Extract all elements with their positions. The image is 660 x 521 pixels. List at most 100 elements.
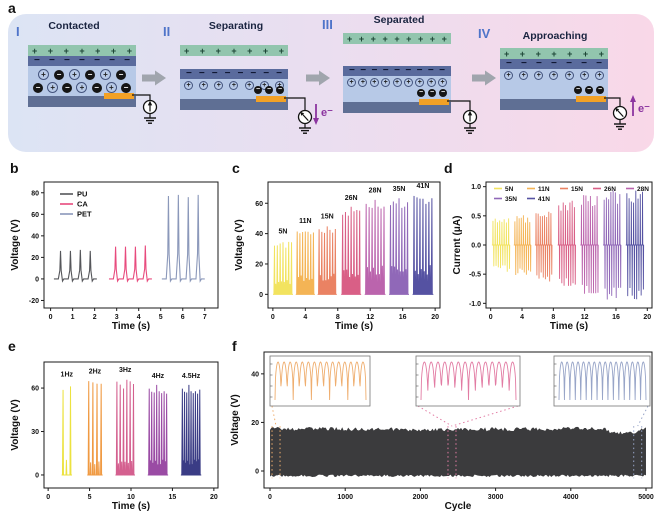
plus-charge: + — [567, 48, 573, 59]
x-tick-label: 5000 — [638, 494, 654, 501]
stage-IV-negative-charges: − − − − − − − — [506, 57, 602, 69]
panel-f: f 0 1000 2000 3000 4000 5000 0 20 40 Cycle Voltage… — [226, 336, 658, 519]
stage-II-negative-charges: − − − − − − − − — [186, 67, 282, 79]
inset-1-waveform — [274, 361, 367, 401]
minus-charge: − — [263, 67, 270, 79]
stage-I-title: Contacted — [48, 20, 100, 32]
panel-c-label: c — [232, 160, 240, 176]
circled-minus-charge: − — [254, 86, 262, 94]
x-tick-label: 12 — [581, 314, 589, 321]
circled-plus-charge: + — [358, 78, 368, 87]
legend-label: 28N — [637, 186, 649, 193]
stage-IV-induced-charges: + + + + + + + — [504, 71, 604, 80]
y-tick-label: 40 — [251, 371, 259, 378]
group-4Hz — [147, 384, 169, 476]
inset-connector — [637, 405, 649, 427]
stage-I-charged-layer — [28, 56, 136, 66]
group-35N — [389, 198, 410, 295]
x-tick-label: 0 — [268, 494, 272, 501]
minus-charge: − — [506, 57, 512, 69]
plus-charge: + — [347, 33, 353, 44]
x-tick-label: 4 — [137, 314, 141, 321]
stage-II-wire — [284, 97, 306, 110]
plot-frame — [263, 351, 653, 489]
x-axis-label: Time (s) — [112, 321, 150, 332]
y-axis-label: Voltage (V) — [10, 399, 21, 450]
circled-plus-charge: + — [519, 71, 529, 80]
stage-II-electrode — [256, 96, 286, 102]
plus-charge: + — [535, 48, 541, 59]
stage-IV-numeral: IV — [478, 26, 491, 41]
plot-frame — [43, 181, 219, 309]
y-tick-label: 0 — [35, 276, 39, 283]
durability-band — [270, 426, 646, 478]
stage-III-charged-layer — [343, 66, 451, 76]
legend-label: 26N — [604, 186, 616, 193]
plus-charge: + — [598, 48, 604, 59]
inset-2-waveform — [420, 361, 517, 401]
circled-minus-charge: − — [62, 82, 73, 93]
plus-charge: + — [247, 45, 253, 56]
stage-IV-title: Approaching — [522, 30, 588, 42]
minus-charge: − — [49, 54, 55, 66]
x-tick-label: 8 — [336, 314, 340, 321]
plus-charge: + — [370, 33, 376, 44]
minus-charge: − — [382, 64, 389, 76]
circled-plus-charge: + — [415, 78, 425, 87]
circled-plus-charge: + — [564, 71, 574, 80]
chart-d: 0 4 8 12 16 20 -1.0 -0.5 0.0 0.5 1.0 Time (s) Curren… — [452, 181, 653, 332]
circled-plus-charge: + — [38, 69, 49, 80]
x-tick-label: 12 — [366, 314, 374, 321]
x-tick-label: 4 — [303, 314, 307, 321]
circled-plus-charge: + — [100, 69, 111, 80]
circled-minus-charge: − — [33, 82, 43, 93]
stage-I-numeral: I — [16, 24, 20, 39]
minus-charge: − — [416, 64, 423, 76]
panel-d: d 0 4 8 12 16 20 -1.0 -0.5 0.0 0.5 1.0 Time (s) Curr… — [440, 158, 658, 338]
stage-II-bottom-electrode — [180, 99, 288, 110]
circled-plus-charge: + — [369, 78, 379, 87]
group-15N — [317, 226, 337, 295]
plus-charge: + — [278, 45, 284, 56]
chart-f: 0 1000 2000 3000 4000 5000 0 20 40 Cycle Voltage (… — [230, 351, 654, 512]
stage-IV-electrode — [576, 96, 606, 102]
circled-plus-charge: + — [184, 81, 193, 90]
stage-IV-positive-charges: + + + + + + + — [504, 48, 604, 59]
stage-III-top-layer — [343, 33, 451, 44]
x-axis-label: Time (s) — [112, 501, 150, 512]
y-tick-label: 80 — [31, 190, 39, 197]
panel-d-label: d — [444, 160, 453, 176]
x-axis-label: Cycle — [445, 501, 472, 512]
plus-charge: + — [429, 33, 436, 44]
panel-a-diagram: e⁻ e⁻ I Contacted + + + + + + + − − − − − − − + − + − + − − + − + − +… — [8, 14, 654, 152]
plus-charge: + — [231, 45, 237, 56]
group-11N — [295, 231, 315, 295]
group-label: 4Hz — [152, 373, 165, 380]
inset-connector — [271, 405, 277, 427]
x-tick-label: 1 — [71, 314, 75, 321]
stage-II-electron-cluster: − − − — [254, 86, 284, 94]
inset-connector — [417, 405, 453, 427]
stage-IV-wire — [604, 97, 621, 106]
group-label: 2Hz — [89, 369, 102, 376]
meter-needle-head — [147, 100, 153, 106]
x-tick-label: 5 — [88, 494, 92, 501]
x-tick-label: 3000 — [488, 494, 504, 501]
minus-charge: − — [521, 57, 527, 69]
stage-II-positive-charges: + + + + + + + — [184, 45, 284, 56]
minus-charge: − — [360, 64, 367, 76]
minus-charge: − — [566, 57, 572, 69]
group-3Hz — [115, 379, 135, 476]
group-label: 15N — [321, 213, 334, 220]
circled-plus-charge: + — [347, 78, 356, 87]
stage-transition-arrow-1 — [142, 70, 166, 86]
stage-transition-arrow-2 — [306, 70, 330, 86]
y-tick-label: 1.0 — [471, 184, 481, 191]
circled-minus-charge: − — [585, 86, 593, 94]
panel-b: b 0 1 2 3 4 5 6 7 -20 0 20 40 60 80 Time (s) Voltage (V… — [6, 158, 226, 338]
group-4.5Hz — [180, 384, 202, 476]
y-axis-label: Voltage (V) — [234, 219, 245, 270]
legend-label: 15N — [571, 186, 583, 193]
stage-III-numeral: III — [322, 17, 333, 32]
plus-charge: + — [184, 45, 190, 56]
